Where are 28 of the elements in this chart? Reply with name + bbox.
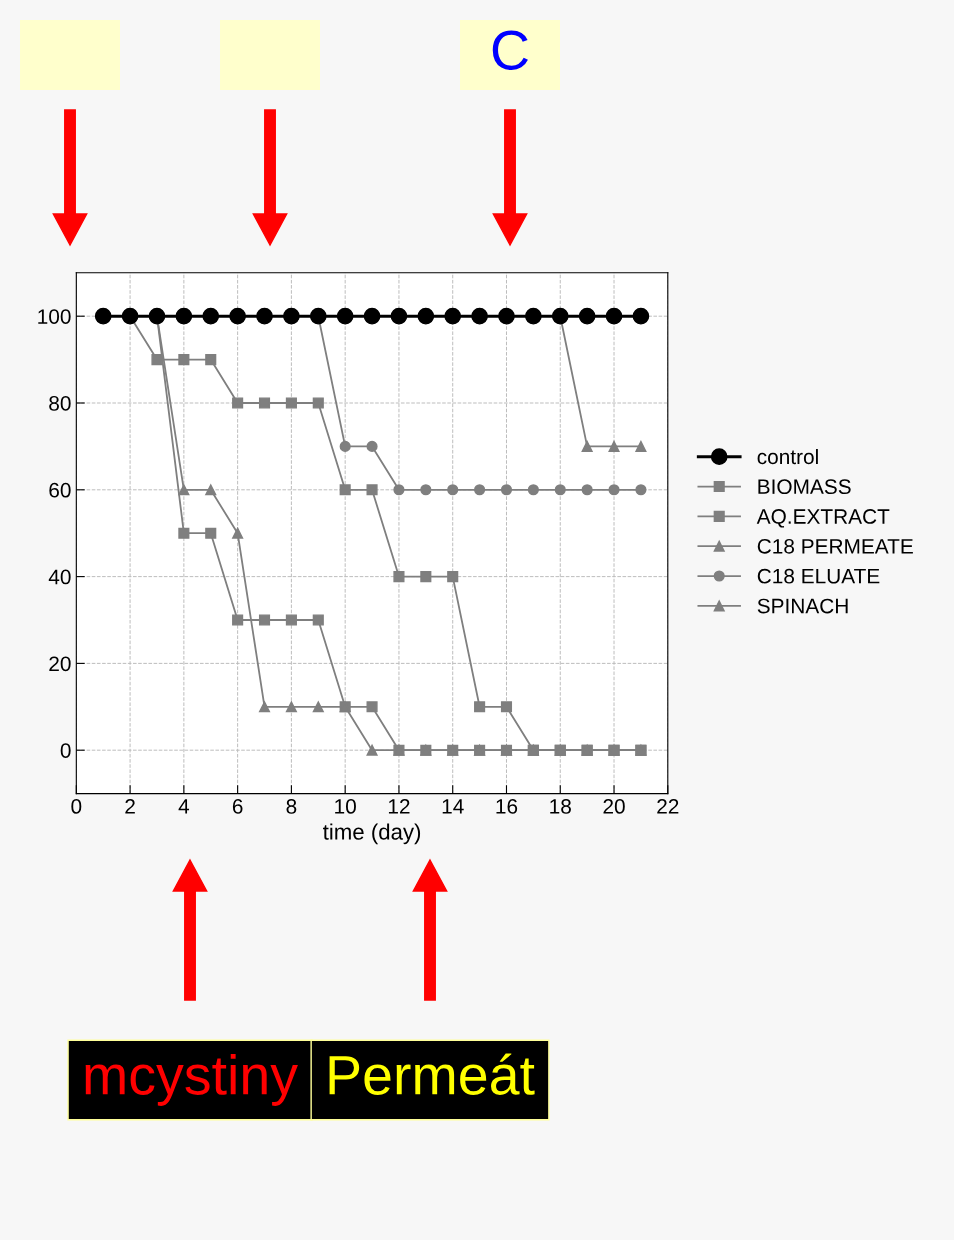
x-tick-label: 4: [178, 799, 190, 814]
text: mcystiny: [85, 1054, 298, 1106]
x-tick-label: 16: [496, 799, 518, 814]
legend-label: C18 ELUATE: [757, 568, 880, 584]
x-tick-label: 18: [550, 799, 571, 814]
y-tick-label: 80: [49, 396, 71, 411]
x-axis-title: time (day): [323, 823, 421, 845]
x-tick-label: 14: [442, 799, 464, 814]
x-tick-label: 10: [335, 799, 356, 814]
x-tick-label: 12: [388, 799, 410, 814]
legend-label: BIOMASS: [758, 479, 851, 495]
legend-label: C18 PERMEATE: [757, 538, 913, 554]
x-tick-label: 22: [657, 799, 679, 814]
text: C: [492, 30, 528, 70]
x-tick-label: 2: [125, 799, 135, 814]
y-tick-label: 0: [60, 743, 71, 758]
x-tick-label: 8: [286, 799, 297, 814]
text: Permeát: [329, 1053, 535, 1095]
x-tick-label: 6: [232, 799, 243, 814]
legend-label: AQ.EXTRACT: [756, 509, 890, 528]
y-tick-label: 100: [38, 309, 71, 324]
y-tick-label: 40: [48, 569, 71, 585]
legend-label: SPINACH: [757, 598, 848, 614]
x-tick-label: 0: [71, 799, 82, 814]
legend-label: control: [757, 448, 818, 465]
y-tick-label: 20: [49, 656, 71, 672]
x-tick-label: 20: [603, 799, 625, 814]
y-tick-label: 60: [49, 482, 71, 498]
